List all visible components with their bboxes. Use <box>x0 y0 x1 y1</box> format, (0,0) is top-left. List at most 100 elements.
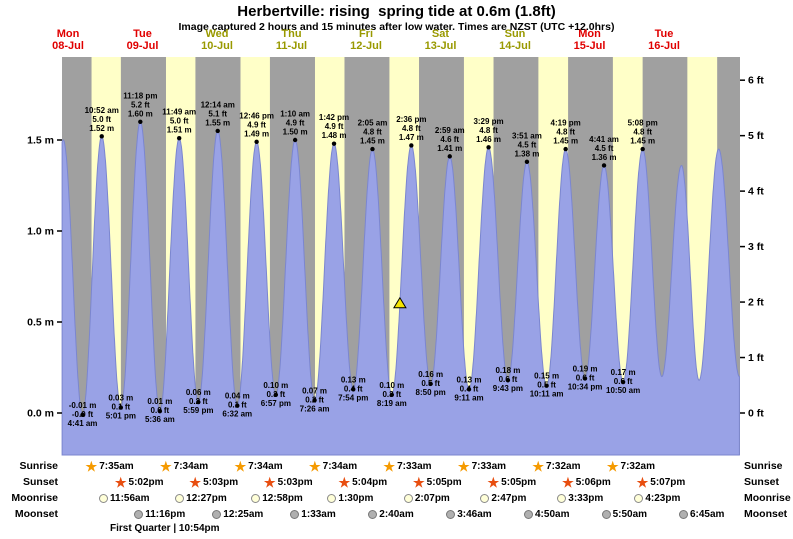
tide-point-dot <box>176 135 182 141</box>
tide-point-dot <box>273 392 279 397</box>
tide-high-label: 1.51 m <box>167 126 192 135</box>
tide-point-dot <box>157 408 163 414</box>
sunrise-row-label-right: Sunrise <box>744 460 783 472</box>
date-label-day: Thu <box>281 28 302 40</box>
tide-high-label: 1.36 m <box>592 153 617 162</box>
moonset-time: 6:45am <box>689 509 725 520</box>
tide-low-label: 0.5 ft <box>537 381 556 390</box>
tide-low-label: 0.19 m <box>573 364 598 373</box>
moonset-event: 4:50am <box>524 508 569 521</box>
tide-point-dot <box>563 146 568 152</box>
tide-high-label: 5.0 ft <box>170 117 189 126</box>
tide-point-dot <box>331 141 337 146</box>
moonrise-icon <box>557 494 567 503</box>
tide-high-label: 12:46 pm <box>239 111 274 120</box>
tide-point-dot <box>80 412 85 418</box>
sunset-event: ★ 5:03pm <box>189 476 238 489</box>
tide-point-dot <box>524 159 530 165</box>
moonrise-time: 3:33pm <box>568 493 604 504</box>
sunset-star-icon: ★ <box>636 475 649 490</box>
tide-high-label: 4.8 ft <box>363 128 382 137</box>
moonset-time: 11:16pm <box>145 509 186 520</box>
tide-low-label: 0.04 m <box>225 392 250 401</box>
moonset-event: 12:25am <box>212 508 263 521</box>
tide-high-label: 11:18 pm <box>123 91 157 100</box>
tide-high-label: 10:52 am <box>85 106 119 115</box>
moonrise-event: 12:27pm <box>175 492 227 505</box>
y-axis-label-right: 5 ft <box>748 130 764 142</box>
tide-high-label: 1.50 m <box>283 128 308 137</box>
tide-point-dot <box>601 163 607 168</box>
date-label-date: 08-Jul <box>52 40 84 52</box>
tide-low-label: 0.10 m <box>263 381 288 390</box>
tide-low-label: 0.03 m <box>108 394 133 403</box>
tide-point-dot <box>138 119 143 125</box>
sunset-event: ★ 5:03pm <box>264 476 313 489</box>
sunrise-row-label-left: Sunrise <box>19 460 58 472</box>
tide-high-label: 4.9 ft <box>286 119 305 128</box>
moonrise-event: 12:58pm <box>251 492 303 505</box>
sunrise-event: ★ 7:35am <box>86 460 134 473</box>
tide-low-label: 5:01 pm <box>106 412 136 421</box>
tide-high-label: 1:42 pm <box>319 113 349 122</box>
tide-low-label: 0.5 ft <box>421 379 440 388</box>
date-label: Mon 15-Jul <box>574 28 606 52</box>
moonset-icon <box>134 510 144 519</box>
tide-point-dot <box>620 379 626 385</box>
tide-high-label: 1.49 m <box>244 129 269 138</box>
sunrise-event: ★ 7:33am <box>458 460 506 473</box>
tide-high-label: 5.2 ft <box>131 100 150 109</box>
date-label-day: Fri <box>358 28 374 40</box>
tide-low-label: 0.1 ft <box>228 401 247 410</box>
moonrise-time: 12:58pm <box>262 493 303 504</box>
date-label-date: 11-Jul <box>275 40 308 52</box>
moonrise-icon <box>175 494 185 503</box>
moonset-time: 3:46am <box>457 509 492 520</box>
tide-high-label: 2:05 am <box>358 119 388 128</box>
date-label: Tue 16-Jul <box>648 28 680 52</box>
sunrise-star-icon: ★ <box>85 459 98 474</box>
tide-point-dot <box>486 145 491 150</box>
sunrise-star-icon: ★ <box>457 459 470 474</box>
sunrise-event: ★ 7:34am <box>234 460 282 473</box>
tide-low-label: 0.4 ft <box>344 384 363 393</box>
tide-high-label: 4.8 ft <box>479 126 498 135</box>
date-label-day: Tue <box>654 28 674 40</box>
sunrise-event: ★ 7:34am <box>309 460 357 473</box>
tide-high-label: 4:41 am <box>589 135 619 144</box>
date-label-day: Mon <box>578 28 601 40</box>
moonset-icon <box>601 510 611 519</box>
tide-point-dot <box>447 154 452 159</box>
sunset-time: 5:05pm <box>426 477 462 488</box>
moonrise-icon <box>327 494 337 503</box>
date-label-day: Wed <box>205 28 229 40</box>
y-axis-label-left: 1.0 m <box>27 226 54 238</box>
sunset-time: 5:05pm <box>501 477 537 488</box>
moonrise-icon <box>634 494 644 503</box>
date-label: Thu 11-Jul <box>276 28 307 52</box>
moonset-time: 2:40am <box>379 509 414 520</box>
tide-low-label: -0.01 m <box>69 401 97 410</box>
tide-point-dot <box>544 383 549 388</box>
sunrise-time: 7:34am <box>173 461 209 472</box>
sunrise-event: ★ 7:33am <box>383 460 431 473</box>
moonrise-event: 2:47pm <box>480 492 526 505</box>
date-label-date: 10-Jul <box>201 40 233 52</box>
page-title: Herbertville: rising spring tide at 0.6m… <box>237 3 556 20</box>
tide-high-label: 1.45 m <box>553 137 578 146</box>
date-label-date: 13-Jul <box>424 40 457 52</box>
tide-high-label: 4.9 ft <box>247 120 266 129</box>
tide-low-label: 0.01 m <box>147 397 172 406</box>
current-tide-marker-icon <box>393 296 407 309</box>
y-axis-label-left: 0.5 m <box>27 317 54 329</box>
tide-low-label: 10:11 am <box>530 390 564 399</box>
tide-high-label: 11:49 am <box>162 108 196 117</box>
date-label-date: 15-Jul <box>573 40 606 52</box>
sunset-event: ★ 5:02pm <box>115 476 164 489</box>
tide-low-label: 0.6 ft <box>576 373 595 382</box>
tide-low-label: 0.3 ft <box>382 390 401 399</box>
tide-low-label: 0.18 m <box>495 366 520 375</box>
tide-high-label: 4.5 ft <box>518 140 537 149</box>
